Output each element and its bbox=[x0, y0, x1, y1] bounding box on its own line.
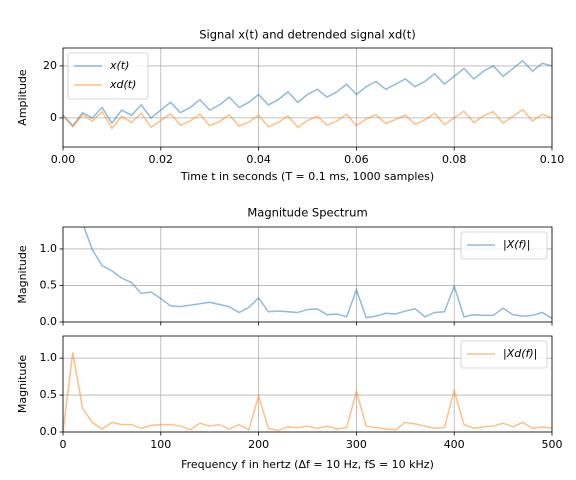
x-tick-label: 0.00 bbox=[51, 153, 76, 166]
x-tick-label: 500 bbox=[542, 438, 563, 451]
series-line bbox=[83, 227, 552, 319]
x-tick-label: 0.08 bbox=[442, 153, 467, 166]
legend-label: x(t) bbox=[109, 59, 129, 72]
y-tick-label: 1.0 bbox=[40, 351, 58, 364]
series-line bbox=[63, 108, 552, 130]
y-tick-label: 1.0 bbox=[40, 242, 58, 255]
x-tick-label: 200 bbox=[248, 438, 269, 451]
legend-box bbox=[67, 52, 149, 100]
legend-box bbox=[460, 340, 548, 369]
subplot-title: Magnitude Spectrum bbox=[247, 206, 367, 220]
x-tick-label: 0 bbox=[60, 438, 67, 451]
y-axis-label: Magnitude bbox=[16, 355, 29, 414]
legend-box bbox=[460, 231, 548, 260]
y-tick-label: 0.5 bbox=[40, 278, 58, 291]
y-tick-label: 0.0 bbox=[40, 315, 58, 328]
y-tick-label: 0 bbox=[50, 111, 57, 124]
legend-label: xd(t) bbox=[109, 78, 136, 91]
series-line bbox=[63, 352, 552, 432]
y-tick-label: 20 bbox=[43, 59, 57, 72]
x-tick-label: 0.10 bbox=[540, 153, 565, 166]
x-tick-label: 100 bbox=[150, 438, 171, 451]
axes-frame bbox=[62, 335, 553, 433]
x-tick-label: 0.06 bbox=[344, 153, 369, 166]
legend-label: |X(f)| bbox=[503, 238, 530, 251]
subplot-title: Signal x(t) and detrended signal xd(t) bbox=[199, 28, 416, 42]
x-axis-label: Time t in seconds (T = 0.1 ms, 1000 samp… bbox=[180, 170, 434, 183]
axes-frame bbox=[62, 226, 553, 323]
legend-label: |Xd(f)| bbox=[503, 347, 537, 360]
axes-frame bbox=[62, 47, 553, 148]
x-tick-label: 300 bbox=[346, 438, 367, 451]
y-tick-label: 0.5 bbox=[40, 388, 58, 401]
x-tick-label: 0.04 bbox=[246, 153, 271, 166]
x-tick-label: 0.02 bbox=[149, 153, 174, 166]
y-axis-label: Amplitude bbox=[16, 69, 29, 126]
x-tick-label: 400 bbox=[444, 438, 465, 451]
y-tick-label: 0.0 bbox=[40, 425, 58, 438]
series-line bbox=[63, 59, 552, 127]
x-axis-label: Frequency f in hertz (Δf = 10 Hz, fS = 1… bbox=[181, 458, 434, 471]
y-axis-label: Magnitude bbox=[16, 245, 29, 304]
